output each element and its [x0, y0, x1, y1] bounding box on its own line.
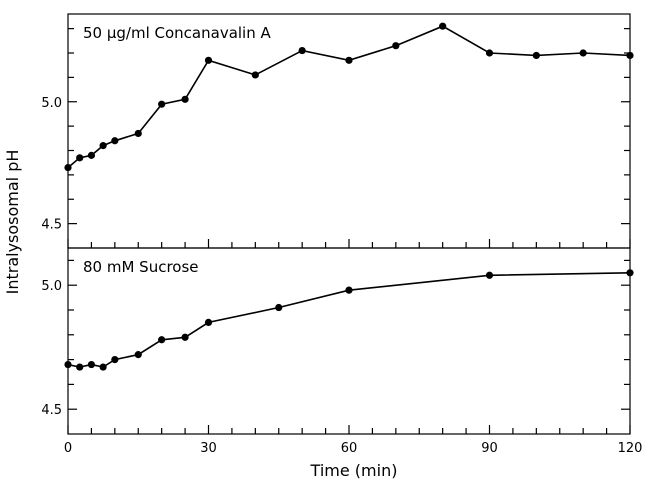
data-point [392, 42, 400, 50]
data-point [485, 49, 494, 57]
x-tick-label: 120 [618, 441, 643, 456]
data-point [134, 351, 142, 359]
y-tick-label: 5.0 [41, 96, 62, 111]
data-point [111, 356, 119, 364]
data-point [64, 360, 72, 369]
data-point [87, 151, 96, 159]
data-point [204, 56, 213, 64]
data-point [87, 360, 96, 369]
panel-1: 4.5 5.0 50 μg/ml Concanavalin A [41, 13, 634, 249]
data-point [579, 49, 587, 57]
x-tick-label: 90 [481, 441, 498, 456]
data-point [345, 56, 353, 64]
panels: 4.5 5.0 50 μg/ml Concanavalin A 4.5 5.0 80 mM… [41, 13, 643, 456]
data-point [275, 303, 283, 312]
x-tick-label: 30 [200, 441, 217, 456]
data-point [181, 95, 189, 103]
data-point [439, 22, 447, 30]
y-tick-label: 4.5 [41, 218, 62, 233]
panel-2: 4.5 5.0 80 mM Sucrose [41, 247, 634, 435]
panel-label: 80 mM Sucrose [83, 258, 199, 276]
panel-label: 50 μg/ml Concanavalin A [83, 24, 271, 42]
data-point [158, 336, 166, 344]
series-line [67, 25, 631, 169]
panel-frame [67, 13, 631, 249]
data-point [485, 271, 494, 279]
data-point [251, 71, 259, 79]
data-point [64, 163, 72, 172]
x-tick-label: 0 [64, 441, 72, 456]
data-point [99, 363, 107, 371]
data-point [134, 129, 142, 138]
data-point [345, 286, 353, 294]
data-point [99, 142, 107, 150]
data-point [158, 100, 166, 108]
data-point [626, 51, 634, 60]
x-tick-label: 60 [341, 441, 358, 456]
data-point [298, 46, 306, 55]
data-point [181, 333, 189, 341]
data-point [76, 363, 84, 371]
data-point [626, 269, 634, 277]
data-point [532, 51, 540, 60]
data-point [204, 318, 213, 326]
data-point [76, 154, 84, 162]
y-axis-label: Intralysosomal pH [3, 150, 22, 295]
y-tick-label: 4.5 [41, 403, 62, 418]
y-tick-label: 5.0 [41, 279, 62, 294]
x-axis-label: Time (min) [310, 461, 398, 480]
data-point [111, 137, 119, 145]
